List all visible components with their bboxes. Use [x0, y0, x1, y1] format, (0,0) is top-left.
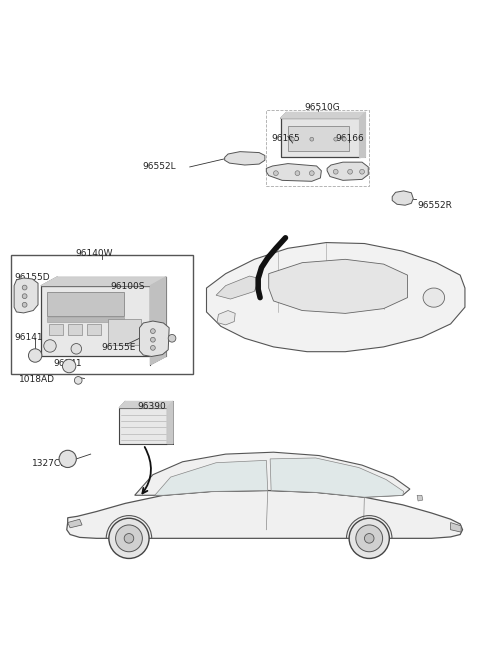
Circle shape [71, 344, 82, 354]
Polygon shape [41, 277, 166, 285]
Bar [11, 255, 193, 374]
Bar [48, 324, 63, 336]
Polygon shape [68, 519, 82, 528]
Text: 96510G: 96510G [305, 103, 340, 112]
Polygon shape [206, 243, 465, 352]
Text: 96165: 96165 [271, 134, 300, 143]
Polygon shape [167, 402, 173, 444]
Circle shape [59, 450, 76, 468]
Polygon shape [216, 276, 259, 299]
Ellipse shape [423, 288, 444, 307]
Bar [47, 292, 124, 316]
Text: 96155E: 96155E [101, 344, 135, 352]
Circle shape [74, 377, 82, 384]
Circle shape [168, 334, 176, 342]
Polygon shape [327, 162, 368, 180]
Text: 96552L: 96552L [142, 163, 176, 171]
Circle shape [44, 340, 56, 352]
Circle shape [348, 169, 352, 174]
Polygon shape [417, 496, 423, 501]
Circle shape [151, 329, 156, 334]
Polygon shape [451, 522, 461, 532]
Polygon shape [225, 151, 265, 165]
Circle shape [333, 169, 338, 174]
Circle shape [364, 534, 374, 543]
Text: 1018AD: 1018AD [19, 376, 55, 384]
Circle shape [124, 534, 134, 543]
Circle shape [62, 360, 76, 373]
Circle shape [116, 525, 143, 552]
Polygon shape [151, 277, 166, 365]
Bar [41, 285, 151, 356]
Polygon shape [392, 191, 413, 205]
Circle shape [22, 302, 27, 307]
Text: 96552R: 96552R [417, 201, 452, 209]
Bar [281, 118, 360, 157]
Text: 96141: 96141 [53, 359, 82, 368]
Circle shape [28, 349, 42, 362]
Circle shape [22, 285, 27, 290]
Circle shape [342, 137, 346, 141]
Circle shape [295, 171, 300, 175]
Polygon shape [269, 259, 408, 313]
Text: 96141: 96141 [14, 333, 43, 342]
Polygon shape [14, 278, 38, 313]
Polygon shape [281, 112, 365, 118]
Polygon shape [135, 452, 410, 497]
Polygon shape [266, 163, 322, 181]
Polygon shape [360, 112, 365, 157]
Bar [87, 324, 101, 336]
Text: 96155D: 96155D [14, 273, 50, 281]
Polygon shape [217, 311, 235, 325]
FancyArrowPatch shape [143, 447, 151, 494]
Text: 1327CB: 1327CB [32, 459, 67, 468]
Circle shape [310, 137, 314, 141]
Bar [288, 126, 349, 151]
Circle shape [291, 137, 295, 141]
Circle shape [349, 518, 389, 558]
Polygon shape [120, 402, 173, 408]
Polygon shape [67, 490, 463, 538]
Circle shape [360, 169, 364, 174]
Circle shape [22, 293, 27, 299]
Polygon shape [270, 458, 404, 497]
Circle shape [274, 171, 278, 175]
Text: 96390: 96390 [137, 402, 166, 411]
Circle shape [356, 525, 383, 552]
Bar [120, 408, 167, 444]
Text: 96140W: 96140W [75, 249, 112, 257]
Circle shape [109, 518, 149, 558]
Text: 96166: 96166 [336, 134, 364, 143]
Circle shape [310, 171, 314, 175]
Polygon shape [140, 321, 169, 356]
Bar [266, 111, 369, 186]
Circle shape [151, 338, 156, 342]
Circle shape [334, 137, 337, 141]
Bar [68, 324, 82, 336]
Polygon shape [155, 460, 268, 496]
Circle shape [151, 346, 156, 350]
Bar [47, 317, 124, 322]
Bar [108, 319, 141, 345]
Text: 96100S: 96100S [111, 282, 145, 291]
